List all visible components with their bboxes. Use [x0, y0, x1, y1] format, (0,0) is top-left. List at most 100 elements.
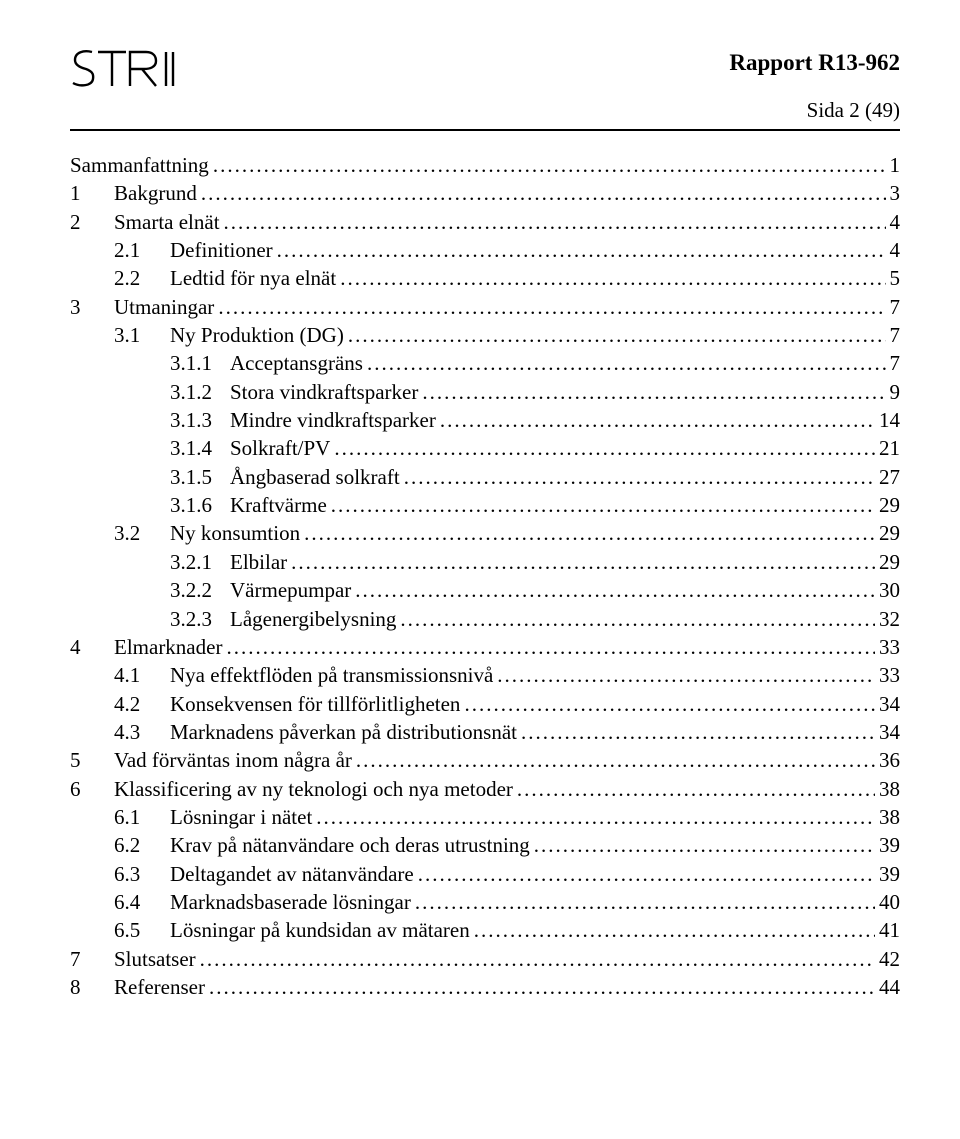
toc-entry-page: 41	[875, 916, 900, 944]
toc-entry[interactable]: 3.1Ny Produktion (DG)7	[70, 321, 900, 349]
toc-entry-number: 7	[70, 945, 114, 973]
toc-entry[interactable]: 3Utmaningar7	[70, 293, 900, 321]
toc-entry-title: Lösningar på kundsidan av mätaren	[170, 916, 470, 944]
toc-entry[interactable]: 8Referenser44	[70, 973, 900, 1001]
toc-entry[interactable]: 6.1Lösningar i nätet38	[70, 803, 900, 831]
toc-entry-number: 6.1	[114, 803, 170, 831]
report-number: Rapport R13-962	[729, 50, 900, 76]
toc-entry-number: 3.1.2	[170, 378, 230, 406]
toc-leader-dots	[344, 321, 886, 349]
toc-entry[interactable]: 3.1.3Mindre vindkraftsparker14	[70, 406, 900, 434]
toc-leader-dots	[327, 491, 875, 519]
toc-entry-page: 7	[886, 293, 901, 321]
toc-entry-title: Stora vindkraftsparker	[230, 378, 418, 406]
header-right: Rapport R13-962 Sida 2 (49)	[729, 50, 900, 129]
toc-entry-number: 4	[70, 633, 114, 661]
toc-entry[interactable]: 2.1Definitioner4	[70, 236, 900, 264]
toc-entry-page: 44	[875, 973, 900, 1001]
toc-entry[interactable]: 4.3Marknadens påverkan på distributionsn…	[70, 718, 900, 746]
toc-entry-title: Klassificering av ny teknologi och nya m…	[114, 775, 513, 803]
toc-entry-page: 34	[875, 690, 900, 718]
toc-entry[interactable]: 3.1.5Ångbaserad solkraft27	[70, 463, 900, 491]
toc-entry[interactable]: 4Elmarknader 33	[70, 633, 900, 661]
toc-entry[interactable]: 5Vad förväntas inom några år36	[70, 746, 900, 774]
toc-entry-number: 2	[70, 208, 114, 236]
toc-entry-number: 6.5	[114, 916, 170, 944]
toc-entry[interactable]: 3.2.2Värmepumpar30	[70, 576, 900, 604]
toc-entry-title: Vad förväntas inom några år	[114, 746, 352, 774]
toc-entry-number: 4.1	[114, 661, 170, 689]
toc-leader-dots	[363, 349, 886, 377]
toc-entry-number: 3.1.4	[170, 434, 230, 462]
toc-entry[interactable]: 1Bakgrund3	[70, 179, 900, 207]
toc-leader-dots	[351, 576, 875, 604]
toc-entry-page: 32	[875, 605, 900, 633]
toc-entry-page: 38	[875, 803, 900, 831]
toc-entry-number: 4.2	[114, 690, 170, 718]
toc-leader-dots	[460, 690, 875, 718]
toc-leader-dots	[336, 264, 885, 292]
toc-entry[interactable]: 4.1Nya effektflöden på transmissionsnivå…	[70, 661, 900, 689]
toc-entry[interactable]: 7Slutsatser42	[70, 945, 900, 973]
toc-entry[interactable]: 2.2Ledtid för nya elnät5	[70, 264, 900, 292]
toc-entry[interactable]: Sammanfattning1	[70, 151, 900, 179]
toc-entry-page: 34	[875, 718, 900, 746]
toc-entry-title: Slutsatser	[114, 945, 196, 973]
toc-entry-number: 6.3	[114, 860, 170, 888]
toc-entry-title: Ledtid för nya elnät	[170, 264, 336, 292]
toc-entry-page: 39	[875, 831, 900, 859]
toc-entry-page: 29	[875, 519, 900, 547]
toc-entry-number: 6.4	[114, 888, 170, 916]
toc-leader-dots	[396, 605, 875, 633]
toc-entry-page: 7	[886, 321, 901, 349]
toc-entry-number: 3.1.3	[170, 406, 230, 434]
toc-entry[interactable]: 3.1.4Solkraft/PV21	[70, 434, 900, 462]
toc-entry-title: Ny Produktion (DG)	[170, 321, 344, 349]
toc-entry[interactable]: 4.2Konsekvensen för tillförlitligheten 34	[70, 690, 900, 718]
toc-entry-page: 14	[875, 406, 900, 434]
toc-entry-page: 1	[886, 151, 901, 179]
toc-entry-page: 33	[875, 633, 900, 661]
toc-leader-dots	[300, 519, 875, 547]
toc-leader-dots	[312, 803, 875, 831]
toc-entry-title: Konsekvensen för tillförlitligheten	[170, 690, 460, 718]
header-rule	[70, 129, 900, 131]
document-page: Rapport R13-962 Sida 2 (49) Sammanfattni…	[0, 0, 960, 1041]
toc-entry-page: 4	[886, 208, 901, 236]
toc-entry-title: Definitioner	[170, 236, 273, 264]
toc-entry[interactable]: 3.1.2Stora vindkraftsparker 9	[70, 378, 900, 406]
toc-entry-title: Referenser	[114, 973, 205, 1001]
toc-entry[interactable]: 6.3Deltagandet av nätanvändare39	[70, 860, 900, 888]
toc-entry-number: 3.2.1	[170, 548, 230, 576]
toc-leader-dots	[330, 434, 875, 462]
toc-entry-page: 9	[886, 378, 901, 406]
toc-entry[interactable]: 6.4Marknadsbaserade lösningar40	[70, 888, 900, 916]
page-number: Sida 2 (49)	[729, 98, 900, 123]
toc-entry[interactable]: 6.5Lösningar på kundsidan av mätaren 41	[70, 916, 900, 944]
toc-entry-page: 29	[875, 491, 900, 519]
toc-entry-title: Elmarknader	[114, 633, 222, 661]
toc-entry[interactable]: 2Smarta elnät4	[70, 208, 900, 236]
toc-leader-dots	[222, 633, 875, 661]
toc-entry-number: 3.1.1	[170, 349, 230, 377]
toc-leader-dots	[436, 406, 875, 434]
toc-entry[interactable]: 6Klassificering av ny teknologi och nya …	[70, 775, 900, 803]
toc-entry-title: Kraftvärme	[230, 491, 327, 519]
stri-logo	[70, 46, 200, 95]
toc-entry-title: Bakgrund	[114, 179, 197, 207]
toc-entry-number: 4.3	[114, 718, 170, 746]
toc-leader-dots	[411, 888, 875, 916]
toc-entry[interactable]: 3.1.1Acceptansgräns7	[70, 349, 900, 377]
toc-entry[interactable]: 6.2Krav på nätanvändare och deras utrust…	[70, 831, 900, 859]
toc-entry-title: Acceptansgräns	[230, 349, 363, 377]
toc-entry-title: Krav på nätanvändare och deras utrustnin…	[170, 831, 530, 859]
toc-entry[interactable]: 3.2.1Elbilar29	[70, 548, 900, 576]
page-header: Rapport R13-962 Sida 2 (49)	[70, 50, 900, 129]
toc-entry-number: 6	[70, 775, 114, 803]
toc-entry[interactable]: 3.2.3Lågenergibelysning32	[70, 605, 900, 633]
toc-entry-page: 3	[886, 179, 901, 207]
toc-leader-dots	[220, 208, 886, 236]
toc-entry[interactable]: 3.1.6Kraftvärme29	[70, 491, 900, 519]
toc-leader-dots	[513, 775, 875, 803]
toc-entry[interactable]: 3.2Ny konsumtion29	[70, 519, 900, 547]
